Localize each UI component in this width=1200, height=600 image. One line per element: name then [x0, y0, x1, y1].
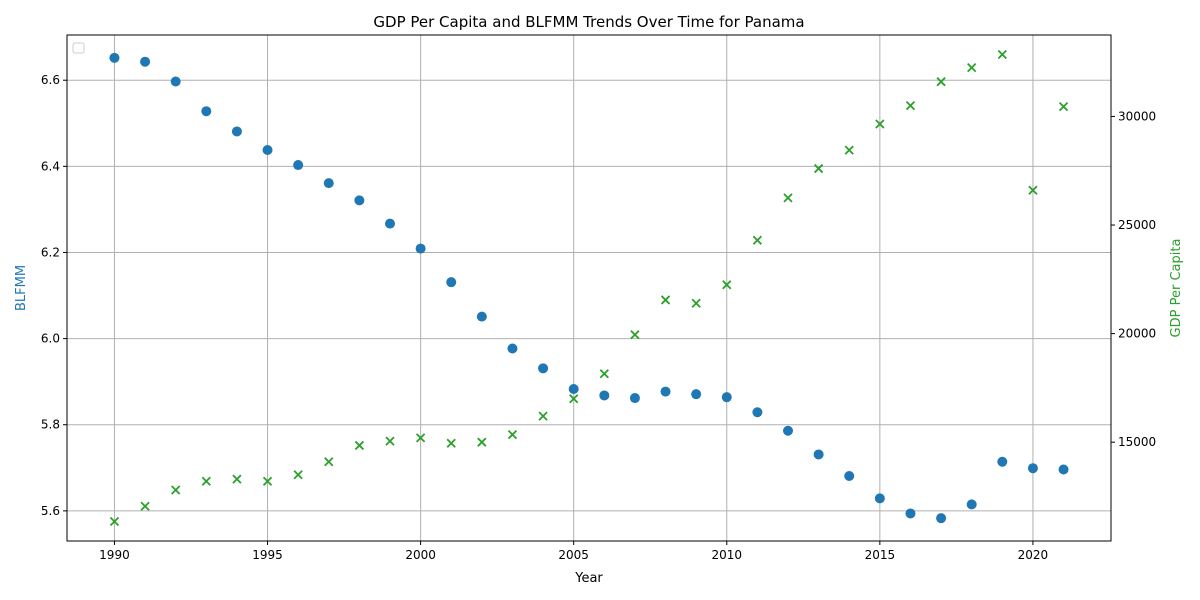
- y-left-tick-label: 6.6: [41, 73, 60, 87]
- gdp-point: [905, 100, 916, 111]
- y-left-tick-label: 6.4: [41, 159, 60, 173]
- blfmm-point: [293, 160, 304, 171]
- blfmm-point: [1058, 464, 1069, 475]
- x-tick-label: 2010: [711, 548, 742, 562]
- gdp-point: [232, 474, 242, 484]
- y-axis-right-title: GDP Per Capita: [1169, 239, 1184, 338]
- blfmm-point: [262, 144, 273, 155]
- x-tick-label: 1990: [99, 548, 130, 562]
- blfmm-point: [721, 392, 732, 403]
- gdp-point: [967, 62, 977, 73]
- gdp-point: [599, 369, 609, 379]
- gdp-point: [997, 49, 1007, 60]
- x-axis: 1990 1995 2000 2005 2010 2015 2020: [99, 541, 1048, 562]
- plot-frame: [66, 34, 1112, 542]
- blfmm-point: [140, 56, 151, 67]
- gdp-point: [752, 235, 763, 245]
- blfmm-point: [599, 390, 610, 401]
- blfmm-point: [966, 499, 977, 510]
- gdp-point: [1058, 102, 1069, 112]
- y-right-tick-label: 25000: [1118, 218, 1156, 232]
- y-axis-left-title: BLFMM: [14, 265, 29, 311]
- blfmm-point: [170, 76, 181, 87]
- blfmm-point: [354, 195, 365, 206]
- gdp-point: [507, 429, 518, 440]
- gdp-point: [415, 433, 426, 443]
- chart-title: GDP Per Capita and BLFMM Trends Over Tim…: [373, 13, 804, 31]
- gdp-point: [385, 436, 395, 446]
- blfmm-point: [813, 449, 824, 460]
- y-left-tick-label: 6.0: [41, 332, 60, 346]
- blfmm-point: [783, 425, 794, 436]
- gdp-point: [691, 298, 701, 308]
- blfmm-point: [109, 52, 120, 63]
- grid: [67, 35, 1111, 541]
- x-tick-label: 2005: [558, 548, 589, 562]
- gdp-point: [140, 501, 150, 511]
- blfmm-point: [507, 343, 518, 354]
- gdp-point: [813, 163, 824, 174]
- blfmm-point: [691, 389, 702, 400]
- gdp-point: [446, 438, 456, 448]
- series-blfmm: [109, 52, 1069, 524]
- blfmm-point: [844, 470, 855, 481]
- y-right-tick-label: 30000: [1118, 109, 1156, 123]
- blfmm-point: [905, 508, 916, 519]
- blfmm-point: [538, 363, 549, 374]
- gdp-point: [783, 193, 793, 203]
- gdp-point: [538, 411, 548, 421]
- blfmm-point: [323, 178, 334, 189]
- x-tick-label: 2020: [1018, 548, 1049, 562]
- x-tick-label: 1995: [252, 548, 283, 562]
- y-axis-left: 5.6 5.8 6.0 6.2 6.4 6.6: [41, 73, 67, 518]
- x-tick-label: 2000: [405, 548, 436, 562]
- gdp-point: [293, 470, 303, 480]
- blfmm-point: [384, 218, 395, 229]
- series-gdp-per-capita: [109, 49, 1069, 527]
- y-left-tick-label: 5.6: [41, 504, 60, 518]
- blfmm-point: [201, 106, 212, 117]
- x-tick-label: 2015: [865, 548, 896, 562]
- blfmm-point: [231, 126, 242, 137]
- gdp-point: [660, 295, 671, 305]
- blfmm-point: [476, 311, 487, 322]
- gdp-point: [722, 280, 732, 290]
- gdp-point: [324, 457, 334, 467]
- blfmm-point: [874, 493, 885, 504]
- gdp-point: [569, 394, 579, 404]
- blfmm-point: [446, 277, 457, 288]
- blfmm-point: [752, 407, 763, 418]
- x-axis-title: Year: [574, 571, 603, 586]
- gdp-point: [201, 476, 211, 486]
- gdp-point: [844, 145, 854, 155]
- gdp-point: [477, 437, 487, 447]
- y-right-tick-label: 15000: [1118, 435, 1156, 449]
- gdp-point: [875, 119, 885, 129]
- blfmm-point: [1027, 463, 1038, 474]
- gdp-point: [262, 476, 273, 486]
- series-layer: [109, 49, 1069, 527]
- blfmm-point: [660, 386, 671, 397]
- gdp-point: [1028, 185, 1038, 195]
- y-left-tick-label: 6.2: [41, 245, 60, 259]
- gdp-point: [936, 77, 946, 87]
- blfmm-point: [415, 243, 426, 254]
- blfmm-point: [629, 393, 640, 404]
- gdp-point: [109, 516, 120, 527]
- gdp-point: [354, 440, 365, 451]
- y-axis-right: 15000 20000 25000 30000: [1111, 109, 1156, 449]
- gdp-point: [171, 485, 181, 495]
- blfmm-point: [936, 513, 947, 524]
- blfmm-point: [568, 383, 579, 394]
- legend-box: [72, 42, 85, 54]
- y-left-tick-label: 5.8: [41, 418, 60, 432]
- gdp-point: [630, 330, 640, 340]
- y-right-tick-label: 20000: [1118, 327, 1156, 341]
- blfmm-point: [997, 456, 1008, 467]
